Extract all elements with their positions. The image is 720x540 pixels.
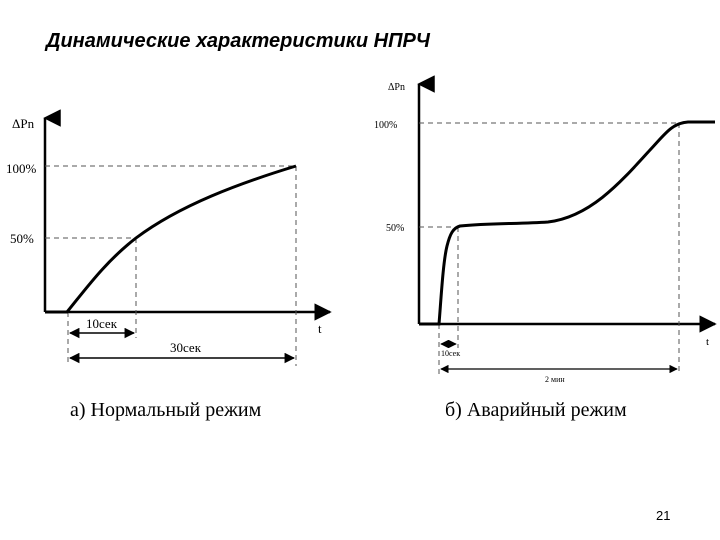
- diagram-b-curve: [419, 120, 715, 326]
- diagram-b-interval-long-label: 2 мин: [545, 375, 565, 384]
- diagram-b: ΔPn 100% 50% t 10сек 2 мин б) Аварийный …: [374, 75, 717, 421]
- diagram-b-tick-50: 50%: [386, 223, 404, 234]
- diagram-a-x-label: t: [318, 321, 322, 336]
- page-number: 21: [656, 508, 671, 523]
- diagram-a-tick-100: 100%: [6, 161, 37, 176]
- diagram-a-y-label: ΔPn: [12, 116, 35, 131]
- diagram-a-tick-50: 50%: [10, 231, 34, 246]
- diagram-b-tick-100: 100%: [374, 120, 397, 131]
- diagram-a-curve: [45, 164, 297, 314]
- diagram-a-interval-short-label: 10сек: [86, 316, 118, 331]
- diagram-b-interval-short-label: 10сек: [441, 349, 460, 358]
- diagram-a-interval-long-label: 30сек: [170, 340, 202, 355]
- diagram-b-y-label: ΔPn: [388, 82, 405, 93]
- diagram-b-caption: б) Аварийный режим: [445, 399, 627, 421]
- diagram-b-x-label: t: [706, 336, 709, 348]
- diagram-a: ΔPn 100% 50% t 10сек 30сек а) Нормальный…: [6, 109, 332, 421]
- slide-title: Динамические характеристики НПРЧ: [46, 30, 430, 52]
- diagram-a-caption: а) Нормальный режим: [70, 399, 262, 421]
